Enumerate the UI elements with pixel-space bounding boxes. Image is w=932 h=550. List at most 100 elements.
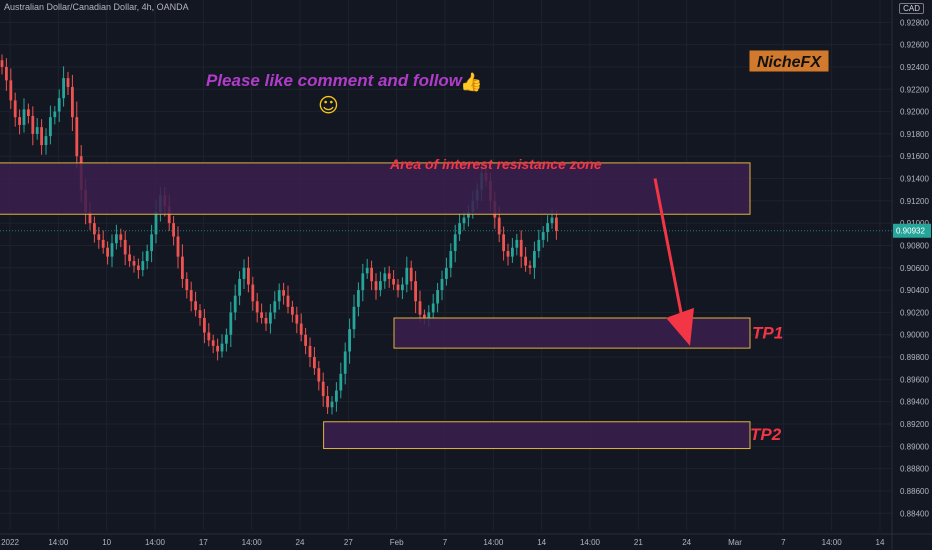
y-tick-label: 0.90400 (900, 286, 929, 295)
candle (101, 230, 105, 254)
candle-body (220, 343, 224, 352)
candle (5, 58, 8, 91)
candle-body (286, 295, 290, 307)
candle-body (251, 284, 255, 302)
candle-body (13, 100, 17, 118)
candle-body (238, 278, 241, 296)
candle (343, 342, 347, 385)
candle-body (211, 340, 215, 346)
candle-body (519, 239, 523, 257)
candle (304, 328, 307, 355)
candle-body (449, 251, 453, 268)
candle (524, 247, 527, 272)
candle (225, 328, 228, 352)
candle-body (401, 284, 404, 291)
candle (0, 54, 4, 75)
candle-body (49, 117, 52, 137)
candle-body (308, 345, 312, 358)
candle (317, 361, 321, 391)
y-tick-label: 0.89000 (900, 442, 929, 451)
candle (370, 260, 373, 290)
candle (295, 306, 299, 334)
symbol-title: Australian Dollar/Canadian Dollar, 4h, O… (4, 2, 189, 12)
candle-body (260, 312, 263, 318)
candle-body (167, 206, 171, 224)
candle-body (383, 273, 387, 282)
candle (361, 263, 365, 302)
candle-body (555, 217, 558, 231)
candle-body (242, 267, 246, 279)
candle-body (282, 290, 285, 296)
candle (110, 234, 114, 268)
candle (242, 259, 246, 289)
y-tick-label: 0.89200 (900, 420, 929, 429)
y-tick-label: 0.89600 (900, 375, 929, 384)
current-price-tag (893, 223, 931, 238)
candle-body (247, 267, 250, 285)
candle-body (291, 306, 294, 315)
candle-body (216, 345, 219, 352)
candle-body (277, 290, 281, 302)
candle-body (57, 98, 61, 112)
candle-body (132, 261, 136, 266)
y-tick-label: 0.92000 (900, 108, 929, 117)
candle (132, 255, 136, 273)
smiley-icon: ☺ (318, 93, 339, 117)
candle (555, 210, 558, 240)
candle-body (101, 239, 105, 248)
candle-body (431, 303, 435, 313)
candle (13, 92, 17, 127)
candle (374, 273, 378, 300)
y-tick-label: 0.90000 (900, 331, 929, 340)
candle-body (176, 236, 180, 257)
candle (238, 271, 241, 306)
candle-body (172, 223, 175, 237)
candle (172, 216, 175, 246)
currency-badge[interactable]: CAD (899, 3, 924, 14)
candle (519, 230, 523, 268)
y-tick-label: 0.92400 (900, 63, 929, 72)
brand-box (748, 49, 830, 73)
candle-body (27, 109, 30, 117)
candle-body (88, 212, 92, 224)
candle (141, 251, 145, 277)
x-tick-label: 14:00 (145, 538, 166, 547)
candle (44, 128, 48, 155)
y-tick-label: 0.92600 (900, 41, 929, 50)
candle-body (436, 290, 439, 304)
candle-body (550, 217, 554, 224)
candle-body (137, 265, 140, 271)
candle (339, 362, 343, 399)
candle-body (546, 223, 549, 233)
candle (528, 260, 532, 275)
candle-body (0, 60, 4, 67)
candle-body (405, 267, 409, 285)
candle (264, 312, 268, 331)
candle (137, 258, 140, 279)
candle (462, 212, 466, 231)
y-tick-label: 0.88400 (900, 509, 929, 518)
candle-body (66, 78, 70, 88)
candle-body (225, 334, 228, 344)
candle-body (154, 212, 158, 235)
y-tick-label: 0.91000 (900, 219, 929, 228)
y-tick-label: 0.91600 (900, 152, 929, 161)
candle (40, 119, 43, 155)
candle (357, 282, 360, 317)
candle (414, 271, 417, 314)
x-tick-label: Feb (390, 538, 404, 547)
candle (291, 300, 294, 323)
candle-body (511, 247, 514, 257)
y-tick-label: 0.88600 (900, 487, 929, 496)
candle-body (22, 109, 26, 125)
candle-body (313, 357, 316, 369)
candle (128, 245, 131, 267)
candle-body (295, 314, 299, 324)
candle-body (374, 281, 378, 291)
candle-body (370, 267, 373, 282)
candle-body (185, 278, 189, 291)
candle-body (273, 301, 277, 313)
x-tick-label: 14 (876, 538, 885, 547)
